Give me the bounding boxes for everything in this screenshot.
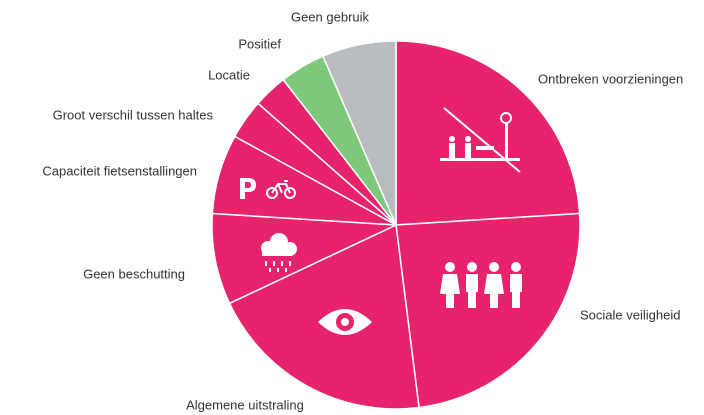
slice-label: Positief	[238, 36, 281, 51]
pie-slice	[395, 212, 581, 409]
pie-slice	[321, 40, 397, 226]
slice-label: Geen gebruik	[291, 9, 370, 24]
icon-amenities	[440, 107, 521, 173]
slice-label: Sociale veiligheid	[580, 307, 680, 322]
slice-label: Locatie	[208, 67, 250, 82]
icons	[240, 107, 522, 335]
slice-label: Algemene uitstraling	[186, 397, 304, 412]
icon-rain	[261, 233, 297, 272]
icon-parking	[240, 178, 296, 199]
icon-people	[440, 262, 522, 308]
labels: Ontbreken voorzieningen Sociale veilighei…	[42, 9, 683, 412]
slice-label: Groot verschil tussen haltes	[53, 107, 214, 122]
icon-eye	[318, 309, 372, 335]
pie	[211, 40, 581, 410]
slice-label: Capaciteit fietsenstallingen	[42, 163, 197, 178]
slice-label: Ontbreken voorzieningen	[538, 71, 683, 86]
pie-slice	[211, 212, 397, 305]
slice-label: Geen beschutting	[83, 266, 185, 281]
pie-slice	[395, 40, 581, 226]
